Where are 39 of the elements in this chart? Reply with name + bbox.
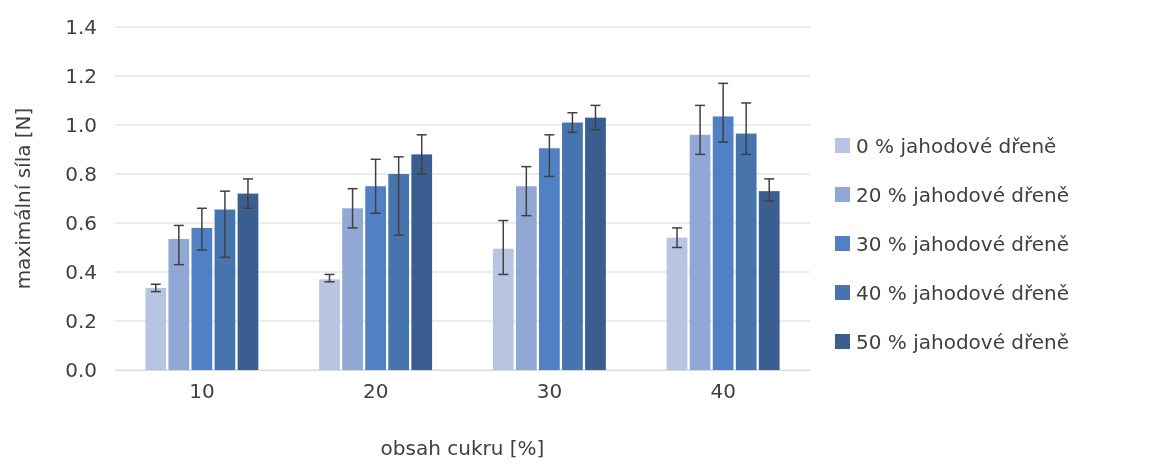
- bar: [411, 154, 433, 370]
- y-tick-label: 1.2: [65, 63, 97, 88]
- bar: [342, 208, 363, 370]
- y-tick-label: 0.0: [65, 357, 97, 382]
- bar: [666, 237, 688, 370]
- bar: [191, 227, 213, 370]
- y-tick-label: 0.6: [65, 210, 97, 235]
- bar: [515, 186, 537, 370]
- y-tick-label: 0.8: [65, 161, 97, 186]
- legend-label: 0 % jahodové dřeně: [856, 134, 1057, 158]
- x-tick-label: 10: [189, 379, 215, 404]
- y-tick-label: 0.2: [65, 308, 97, 333]
- bar: [388, 174, 410, 370]
- y-tick-label: 0.4: [65, 259, 97, 284]
- bar: [585, 117, 606, 370]
- bar: [712, 116, 734, 370]
- bar: [735, 133, 757, 370]
- x-tick-label: 20: [362, 379, 389, 404]
- bar: [237, 193, 259, 370]
- legend-label: 50 % jahodové dřeně: [856, 330, 1070, 354]
- x-tick-label: 30: [536, 379, 563, 404]
- y-axis-title: maximální síla [N]: [11, 107, 35, 290]
- legend-label: 40 % jahodové dřeně: [856, 281, 1070, 305]
- bar: [492, 248, 514, 370]
- bar: [145, 287, 167, 370]
- bar: [214, 209, 236, 370]
- bar: [365, 186, 386, 370]
- legend-label: 20 % jahodové dřeně: [856, 183, 1070, 207]
- bar: [539, 148, 560, 370]
- x-axis-title: obsah cukru [%]: [380, 436, 545, 460]
- bar: [689, 134, 711, 370]
- legend-label: 30 % jahodové dřeně: [856, 232, 1070, 256]
- bar: [758, 191, 780, 370]
- y-tick-label: 1.0: [65, 112, 97, 137]
- bar: [168, 238, 190, 370]
- y-tick-label: 1.4: [65, 14, 97, 39]
- bar: [319, 279, 340, 370]
- bar: [562, 122, 583, 370]
- x-tick-label: 40: [710, 379, 736, 404]
